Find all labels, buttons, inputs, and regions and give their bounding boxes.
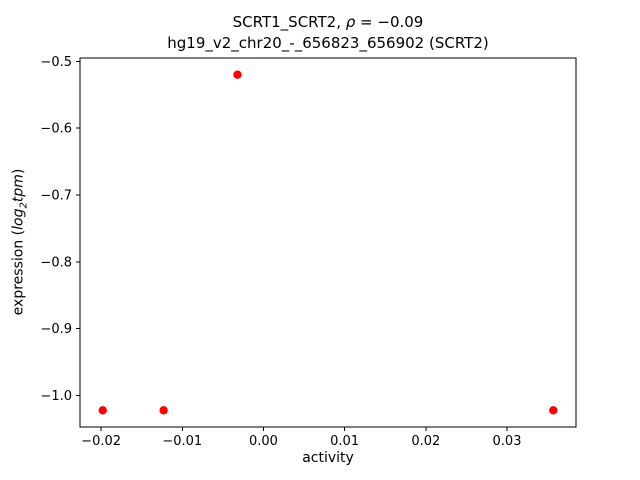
chart-title: SCRT1_SCRT2, ρ = −0.09 hg19_v2_chr20_-_6… (80, 12, 576, 54)
x-tick-label: −0.01 (162, 434, 202, 449)
x-tick-label: 0.02 (411, 434, 440, 449)
title-text-prefix: SCRT1_SCRT2, (232, 13, 346, 31)
y-tick-label: −0.6 (40, 122, 72, 137)
data-point (549, 406, 558, 415)
ylabel-tpm: tpm (10, 174, 27, 203)
y-tick-label: −1.0 (40, 389, 72, 404)
x-tick-label: 0.00 (249, 434, 278, 449)
y-tick-label: −0.7 (40, 189, 72, 204)
data-point (98, 406, 107, 415)
x-tick-label: 0.03 (493, 434, 522, 449)
data-point (233, 70, 242, 79)
chart-title-line2: hg19_v2_chr20_-_656823_656902 (SCRT2) (167, 34, 489, 52)
y-tick-label: −0.5 (40, 55, 72, 70)
y-axis-label: expression (log2tpm) (11, 169, 30, 316)
x-tick-label: −0.02 (81, 434, 121, 449)
x-tick-label: 0.01 (330, 434, 359, 449)
title-correlation-value: = −0.09 (355, 13, 424, 31)
x-axis-label: activity (302, 450, 354, 466)
data-point (159, 406, 168, 415)
ylabel-prefix: expression ( (10, 229, 27, 316)
ylabel-suffix: ) (10, 168, 27, 175)
ylabel-log: log (10, 208, 27, 230)
ylabel-log-subscript: 2 (18, 202, 30, 209)
y-tick-label: −0.8 (40, 255, 72, 270)
axes-spines (79, 57, 577, 428)
chart-title-line1: SCRT1_SCRT2, ρ = −0.09 (80, 12, 576, 33)
rho-symbol: ρ (345, 13, 356, 31)
y-tick-label: −0.9 (40, 322, 72, 337)
